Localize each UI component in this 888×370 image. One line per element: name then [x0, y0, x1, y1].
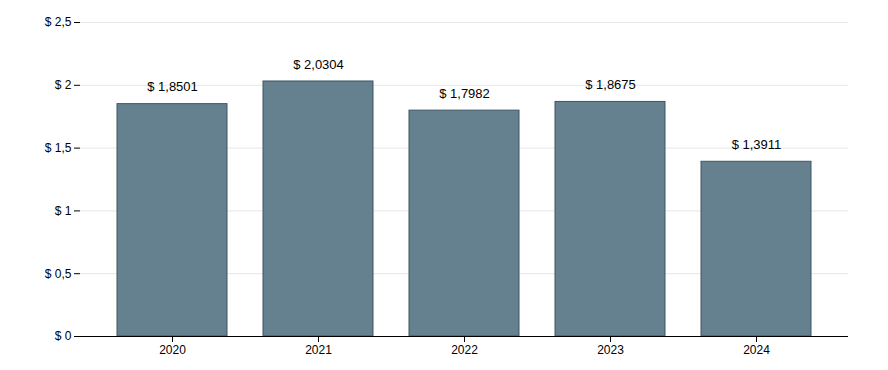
svg-text:$ 2,5: $ 2,5: [45, 15, 72, 29]
svg-text:$ 1,8675: $ 1,8675: [585, 77, 636, 92]
svg-text:$ 2,0304: $ 2,0304: [293, 57, 344, 72]
svg-text:$ 0,5: $ 0,5: [45, 267, 72, 281]
svg-text:$ 1: $ 1: [55, 204, 72, 218]
svg-text:2023: 2023: [597, 343, 624, 357]
html-text:(c) Trivano.com: (c) Trivano.com: [802, 2, 878, 14]
svg-text:2024: 2024: [743, 343, 770, 357]
svg-text:$ 1,7982: $ 1,7982: [439, 86, 490, 101]
svg-text:2022: 2022: [451, 343, 478, 357]
svg-text:$ 1,3911: $ 1,3911: [732, 137, 782, 152]
svg-text:2020: 2020: [159, 343, 186, 357]
svg-text:2021: 2021: [305, 343, 332, 357]
svg-text:$ 1,5: $ 1,5: [45, 141, 72, 155]
svg-text:$ 0: $ 0: [55, 329, 72, 343]
svg-text:$ 1,8501: $ 1,8501: [147, 79, 198, 94]
svg-text:$ 2: $ 2: [55, 78, 72, 92]
